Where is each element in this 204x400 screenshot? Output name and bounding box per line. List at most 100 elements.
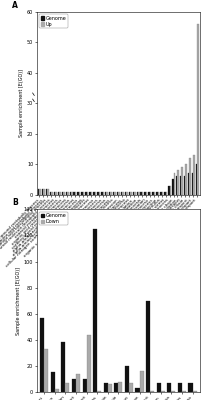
Bar bbox=[75, 192, 76, 195]
Bar bbox=[63, 192, 65, 195]
Bar bbox=[93, 192, 95, 195]
Bar bbox=[148, 192, 150, 195]
Bar bbox=[104, 383, 108, 392]
Bar bbox=[51, 372, 55, 392]
Bar bbox=[101, 192, 103, 195]
Legend: Genome, Down: Genome, Down bbox=[39, 212, 68, 225]
Bar bbox=[138, 192, 140, 195]
Bar bbox=[176, 176, 177, 195]
Bar bbox=[73, 192, 75, 195]
Bar bbox=[105, 192, 106, 195]
Y-axis label: Sample enrichment [E(GO)]: Sample enrichment [E(GO)] bbox=[19, 69, 24, 137]
Bar bbox=[38, 189, 40, 195]
Bar bbox=[86, 334, 91, 392]
Bar bbox=[113, 192, 114, 195]
Bar bbox=[82, 379, 86, 392]
Bar bbox=[146, 301, 150, 392]
Bar bbox=[77, 192, 79, 195]
Text: B: B bbox=[12, 198, 18, 208]
Bar bbox=[141, 192, 142, 195]
Bar bbox=[152, 192, 154, 195]
Bar bbox=[65, 192, 67, 195]
Bar bbox=[133, 192, 134, 195]
Bar bbox=[164, 192, 166, 195]
Bar bbox=[85, 192, 87, 195]
Bar bbox=[197, 24, 199, 195]
Bar bbox=[166, 192, 167, 195]
Bar bbox=[193, 155, 195, 195]
Bar bbox=[72, 379, 76, 392]
Bar bbox=[140, 371, 144, 392]
Bar bbox=[71, 192, 72, 195]
Bar bbox=[47, 189, 49, 195]
Bar bbox=[129, 383, 133, 392]
Bar bbox=[110, 192, 112, 195]
Bar bbox=[67, 192, 69, 195]
Bar bbox=[89, 192, 91, 195]
Bar bbox=[178, 383, 182, 392]
Bar bbox=[109, 192, 110, 195]
Bar bbox=[108, 384, 112, 392]
Bar bbox=[136, 192, 138, 195]
Bar bbox=[144, 192, 146, 195]
Bar bbox=[114, 383, 118, 392]
Bar bbox=[181, 167, 183, 195]
Bar bbox=[99, 192, 100, 195]
Bar bbox=[129, 192, 130, 195]
Bar bbox=[142, 192, 143, 195]
Bar bbox=[46, 189, 47, 195]
Bar bbox=[114, 192, 116, 195]
Bar bbox=[135, 388, 140, 392]
Bar bbox=[125, 192, 126, 195]
Bar bbox=[106, 192, 108, 195]
Bar bbox=[50, 192, 51, 195]
Bar bbox=[44, 349, 48, 392]
Bar bbox=[154, 192, 155, 195]
Bar bbox=[81, 192, 83, 195]
Bar bbox=[40, 318, 44, 392]
Bar bbox=[171, 391, 175, 392]
Bar bbox=[43, 189, 45, 195]
Bar bbox=[170, 186, 171, 195]
Bar bbox=[55, 389, 59, 392]
Bar bbox=[58, 192, 59, 195]
Bar bbox=[150, 391, 154, 392]
Bar bbox=[196, 164, 197, 195]
Bar bbox=[188, 173, 189, 195]
Bar bbox=[83, 192, 84, 195]
Bar bbox=[146, 192, 147, 195]
Bar bbox=[65, 383, 69, 392]
Bar bbox=[70, 192, 71, 195]
Bar bbox=[182, 391, 186, 392]
Bar bbox=[134, 192, 136, 195]
Bar bbox=[118, 382, 122, 392]
Bar bbox=[172, 180, 174, 195]
Bar bbox=[55, 192, 57, 195]
Bar bbox=[184, 176, 185, 195]
Bar bbox=[121, 192, 122, 195]
Bar bbox=[180, 176, 181, 195]
Bar bbox=[59, 192, 61, 195]
Bar bbox=[122, 192, 124, 195]
Bar bbox=[130, 192, 132, 195]
Bar bbox=[150, 192, 151, 195]
Legend: Genome, Up: Genome, Up bbox=[39, 14, 68, 28]
Bar bbox=[87, 192, 88, 195]
Bar bbox=[79, 192, 80, 195]
Bar bbox=[117, 192, 118, 195]
Text: A: A bbox=[12, 1, 18, 10]
Bar bbox=[174, 173, 175, 195]
Bar bbox=[167, 383, 171, 392]
Bar bbox=[158, 192, 159, 195]
Bar bbox=[91, 192, 92, 195]
Bar bbox=[118, 192, 120, 195]
Bar bbox=[54, 192, 55, 195]
Bar bbox=[189, 158, 191, 195]
Bar bbox=[93, 229, 97, 392]
Bar bbox=[177, 170, 179, 195]
Bar bbox=[97, 192, 99, 195]
Bar bbox=[188, 383, 193, 392]
Bar bbox=[125, 366, 129, 392]
Bar bbox=[61, 342, 65, 392]
Y-axis label: Sample enrichment [E(GO)]: Sample enrichment [E(GO)] bbox=[16, 267, 21, 335]
